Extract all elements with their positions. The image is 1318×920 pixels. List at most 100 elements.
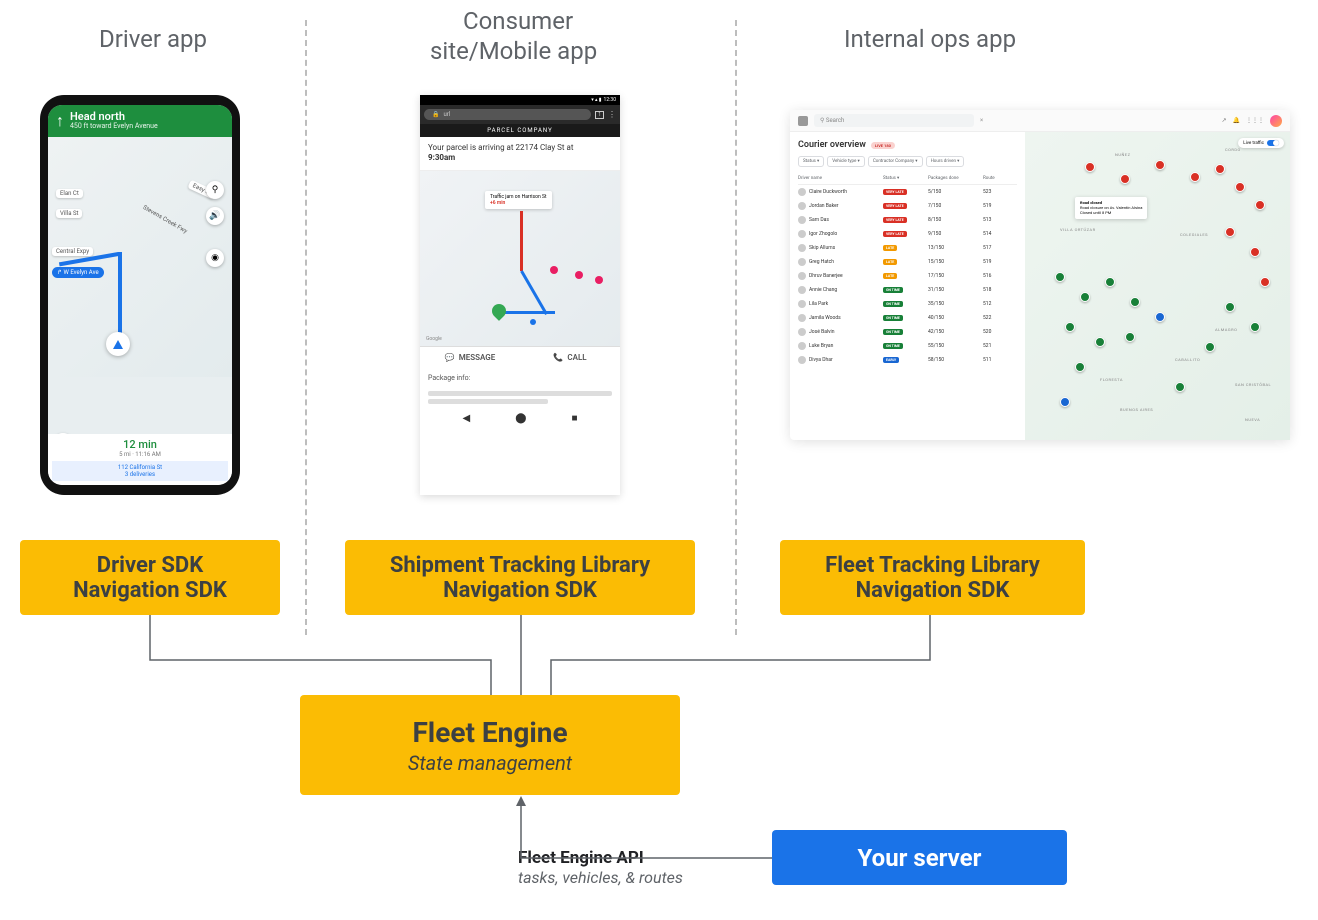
search-icon[interactable]: ⚲ xyxy=(206,181,224,199)
filter-contractor[interactable]: Contractor Company ▾ xyxy=(868,156,923,167)
apps-icon[interactable]: ⋮⋮⋮ xyxy=(1246,117,1264,124)
table-row[interactable]: Greg Hatch LATE 15/150 519 xyxy=(798,255,1017,269)
courier-pin-icon[interactable] xyxy=(1155,160,1165,170)
route-id: 514 xyxy=(983,231,1013,237)
live-traffic-toggle[interactable]: Live traffic xyxy=(1238,138,1284,148)
avatar-icon xyxy=(798,230,806,238)
nav-bottom-card[interactable]: 12 min 5 mi · 11:16 AM 112 California St… xyxy=(48,434,232,485)
browser-url-bar[interactable]: 🔒 url 1 ⋮ xyxy=(420,105,620,124)
table-row[interactable]: Igor Zhogolo VERY LATE 9/150 514 xyxy=(798,227,1017,241)
status-badge: LATE xyxy=(883,245,897,251)
nav-cursor-icon xyxy=(106,332,130,356)
filter-vehicle[interactable]: Vehicle type ▾ xyxy=(827,156,865,167)
live-badge: LIVE 180 xyxy=(871,142,895,149)
table-row[interactable]: Divya Dhar EARLY 58/150 511 xyxy=(798,353,1017,367)
route-id: 523 xyxy=(983,189,1013,195)
table-row[interactable]: José Balvin ON TIME 42/150 520 xyxy=(798,325,1017,339)
courier-pin-icon[interactable] xyxy=(1125,332,1135,342)
neighborhood-label: VILLA ORTÚZAR xyxy=(1060,227,1096,232)
col-status[interactable]: Status ▾ xyxy=(883,176,928,181)
table-row[interactable]: Sam Das VERY LATE 8/150 513 xyxy=(798,213,1017,227)
courier-pin-icon[interactable] xyxy=(1095,337,1105,347)
clear-icon[interactable]: × xyxy=(980,117,983,124)
avatar-icon xyxy=(798,286,806,294)
courier-pin-icon[interactable] xyxy=(1075,362,1085,372)
table-row[interactable]: Luke Bryan ON TIME 55/150 521 xyxy=(798,339,1017,353)
table-row[interactable]: Lila Park ON TIME 35/150 512 xyxy=(798,297,1017,311)
vehicle-icon xyxy=(530,319,536,325)
col-driver[interactable]: Driver name xyxy=(798,176,883,181)
courier-pin-icon[interactable] xyxy=(1155,312,1165,322)
table-row[interactable]: Claire Duckworth VERY LATE 5/150 523 xyxy=(798,185,1017,199)
waypoint-icon xyxy=(575,271,583,279)
packages-done: 35/150 xyxy=(928,301,983,307)
map-attribution: Google xyxy=(426,336,442,342)
table-row[interactable]: Annie Chang ON TIME 31/150 518 xyxy=(798,283,1017,297)
app-logo-icon[interactable] xyxy=(798,116,808,126)
courier-pin-icon[interactable] xyxy=(1120,174,1130,184)
courier-pin-icon[interactable] xyxy=(1250,247,1260,257)
courier-pin-icon[interactable] xyxy=(1250,322,1260,332)
driver-name: Dhruv Banerjee xyxy=(809,273,843,279)
neighborhood-label: NUÑEZ xyxy=(1115,152,1130,157)
courier-pin-icon[interactable] xyxy=(1065,322,1075,332)
courier-pin-icon[interactable] xyxy=(1225,227,1235,237)
direction-arrow-icon: ↑ xyxy=(56,111,64,131)
map-label: Stevens Creek Fwy xyxy=(138,201,193,238)
courier-pin-icon[interactable] xyxy=(1085,162,1095,172)
home-icon[interactable]: ⬤ xyxy=(515,413,526,424)
neighborhood-label: BUENOS AIRES xyxy=(1120,407,1153,412)
message-button[interactable]: 💬MESSAGE xyxy=(420,347,520,368)
filter-hours[interactable]: Hours driven ▾ xyxy=(926,156,965,167)
courier-pin-icon[interactable] xyxy=(1175,382,1185,392)
neighborhood-label: SAN CRISTÓBAL xyxy=(1235,382,1271,387)
table-header: Driver name Status ▾ Packages done Route xyxy=(798,173,1017,185)
divider-2 xyxy=(735,20,737,635)
route-id: 520 xyxy=(983,329,1013,335)
table-row[interactable]: Skip Allums LATE 13/150 517 xyxy=(798,241,1017,255)
table-row[interactable]: Dhruv Banerjee LATE 17/150 516 xyxy=(798,269,1017,283)
table-row[interactable]: Jamila Woods ON TIME 40/150 522 xyxy=(798,311,1017,325)
courier-panel: Courier overview LIVE 180 Status ▾ Vehic… xyxy=(790,132,1025,440)
courier-pin-icon[interactable] xyxy=(1130,297,1140,307)
courier-pin-icon[interactable] xyxy=(1080,292,1090,302)
call-button[interactable]: 📞CALL xyxy=(520,347,620,368)
status-badge: VERY LATE xyxy=(883,217,907,223)
nav-distance: 450 ft xyxy=(70,122,88,130)
table-row[interactable]: Jordan Baker VERY LATE 7/150 519 xyxy=(798,199,1017,213)
filter-status[interactable]: Status ▾ xyxy=(798,156,824,167)
search-input[interactable]: ⚲ Search xyxy=(814,114,974,127)
recents-icon[interactable]: ■ xyxy=(571,413,577,424)
route-id: 522 xyxy=(983,315,1013,321)
courier-pin-icon[interactable] xyxy=(1255,200,1265,210)
audio-icon[interactable]: 🔊 xyxy=(206,207,224,225)
courier-pin-icon[interactable] xyxy=(1215,164,1225,174)
share-icon[interactable]: ↗ xyxy=(1221,117,1226,124)
tab-icon[interactable]: 1 xyxy=(595,111,604,119)
courier-pin-icon[interactable] xyxy=(1060,397,1070,407)
route-id: 519 xyxy=(983,259,1013,265)
route-id: 513 xyxy=(983,217,1013,223)
bell-icon[interactable]: 🔔 xyxy=(1233,117,1240,124)
menu-icon[interactable]: ⋮ xyxy=(608,110,616,119)
col-route[interactable]: Route xyxy=(983,176,1013,181)
courier-pin-icon[interactable] xyxy=(1190,172,1200,182)
ops-map[interactable]: Live traffic Road closed Road closure on… xyxy=(1025,132,1290,440)
courier-pin-icon[interactable] xyxy=(1225,302,1235,312)
route-id: 521 xyxy=(983,343,1013,349)
back-icon[interactable]: ◀ xyxy=(463,413,471,424)
status-bar: ▾ ▴ ▮ 12:30 xyxy=(420,95,620,105)
consumer-map[interactable]: Traffic jam on Harrison St +6 min Google xyxy=(420,171,620,346)
avatar[interactable] xyxy=(1270,115,1282,127)
courier-pin-icon[interactable] xyxy=(1260,277,1270,287)
recenter-icon[interactable]: ◉ xyxy=(206,249,224,267)
courier-pin-icon[interactable] xyxy=(1055,272,1065,282)
toggle-icon[interactable] xyxy=(1267,140,1279,146)
your-server-box: Your server xyxy=(772,830,1067,885)
driver-name: Divya Dhar xyxy=(809,357,833,363)
courier-pin-icon[interactable] xyxy=(1235,182,1245,192)
courier-pin-icon[interactable] xyxy=(1105,277,1115,287)
col-packages[interactable]: Packages done xyxy=(928,176,983,181)
driver-map[interactable]: Elan Ct Villa St Central Expy Easy St St… xyxy=(48,137,232,377)
courier-pin-icon[interactable] xyxy=(1205,342,1215,352)
